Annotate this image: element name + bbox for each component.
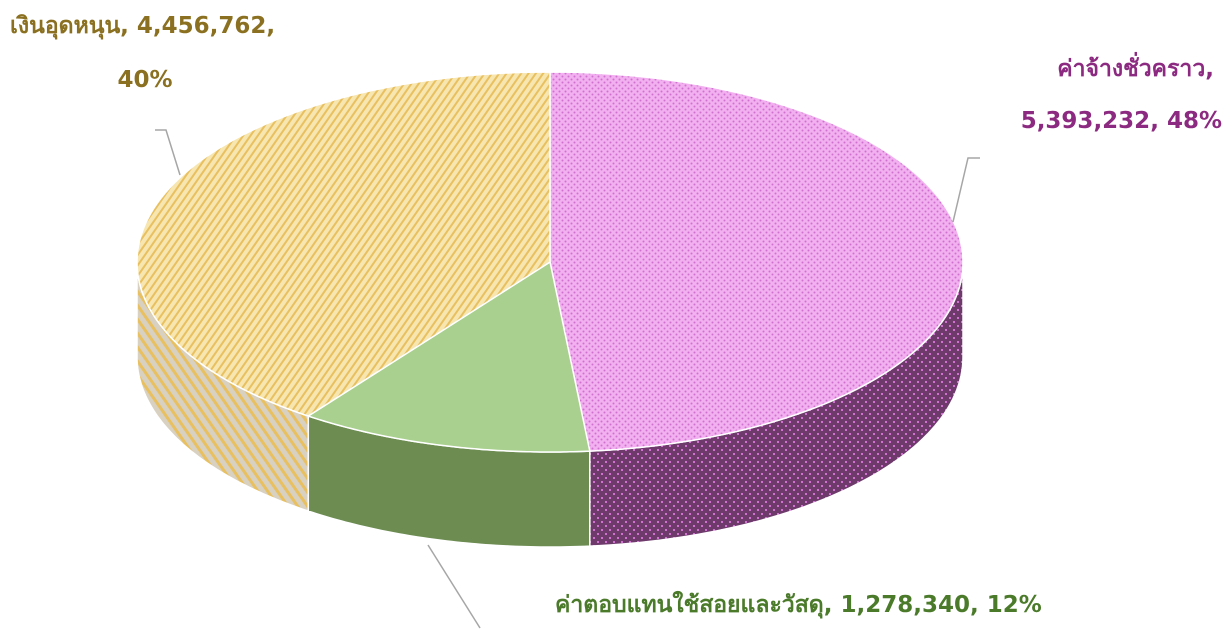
pie-slice xyxy=(306,260,591,453)
leader-line xyxy=(427,544,481,629)
label-separator: , xyxy=(970,592,987,618)
label-separator: , xyxy=(120,13,137,39)
percent-label: 12% xyxy=(987,592,1042,618)
data-label: 5,393,232 xyxy=(1021,108,1151,134)
label-category: เงินอุดหนุน xyxy=(10,13,120,40)
pie-slice xyxy=(549,71,964,452)
data-label-line: 40% xyxy=(117,67,172,93)
leader-lines xyxy=(155,129,980,629)
percent-label: 48% xyxy=(1167,108,1222,134)
label-separator: , xyxy=(1205,56,1222,82)
label-category: ค่าตอบแทนใช้สอยและวัสดุ xyxy=(555,590,824,619)
data-label: 1,278,340 xyxy=(840,592,970,618)
label-separator: , xyxy=(824,592,841,618)
data-label-line: 5,393,232, 48% xyxy=(1021,108,1222,134)
leader-line xyxy=(155,129,181,176)
label-separator: , xyxy=(1150,108,1167,134)
data-label-line: เงินอุดหนุน, 4,456,762, xyxy=(10,13,283,40)
pie-slice xyxy=(136,71,551,417)
data-label-line: ค่าตอบแทนใช้สอยและวัสดุ, 1,278,340, 12% xyxy=(555,590,1042,619)
percent-label: 40% xyxy=(117,67,172,93)
data-label: 4,456,762 xyxy=(137,13,267,39)
data-label-line: ค่าจ้างชั่วคราว, xyxy=(1057,51,1222,82)
pie xyxy=(136,71,964,548)
label-category: ค่าจ้างชั่วคราว xyxy=(1057,51,1205,82)
leader-line xyxy=(952,157,980,223)
label-separator: , xyxy=(266,13,283,39)
